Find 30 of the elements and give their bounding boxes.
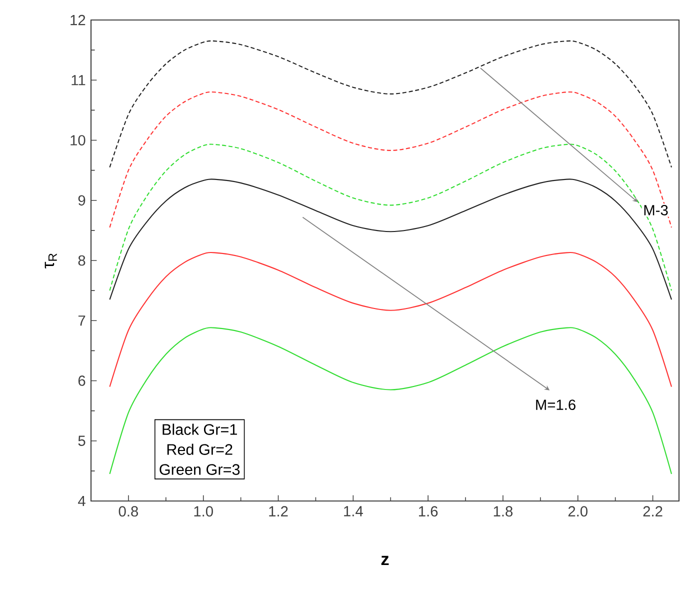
x-tick-label: 1.2 xyxy=(269,506,288,516)
y-tick-label: 11 xyxy=(72,75,86,86)
line-series xyxy=(109,91,672,228)
x-tick-label: 1.6 xyxy=(418,506,438,517)
annotation: Red Gr=2 xyxy=(167,444,232,455)
y-tick-label: 7 xyxy=(78,316,86,326)
y-tick-label: 4 xyxy=(78,496,86,506)
x-tick-label: 2.2 xyxy=(643,506,662,516)
x-tick-label: 1.4 xyxy=(344,506,363,516)
annotation: M-3 xyxy=(644,204,668,216)
annotation: M=1.6 xyxy=(536,400,576,410)
y-axis-title: τ$_{R}$ xyxy=(44,254,57,268)
y-tick-label: 9 xyxy=(78,195,86,206)
line-series xyxy=(109,40,672,168)
y-tick-label: 12 xyxy=(70,14,86,26)
x-axis-title: z xyxy=(381,556,389,566)
y-tick-label: 6 xyxy=(78,376,86,386)
y-tick-label: 8 xyxy=(78,255,86,266)
annotation: Green Gr=3 xyxy=(160,464,240,475)
x-tick-label: 1.8 xyxy=(494,506,513,517)
x-tick-label: 0.8 xyxy=(118,506,138,517)
line-series xyxy=(109,144,672,292)
x-tick-label: 1.0 xyxy=(194,506,213,517)
annotation: Black Gr=1 xyxy=(162,424,237,435)
line-series xyxy=(109,178,672,300)
line-series xyxy=(109,252,672,388)
y-tick-label: 5 xyxy=(78,436,86,446)
y-tick-label: 10 xyxy=(70,135,86,146)
x-tick-label: 2.0 xyxy=(568,506,588,517)
line-series xyxy=(109,327,672,474)
